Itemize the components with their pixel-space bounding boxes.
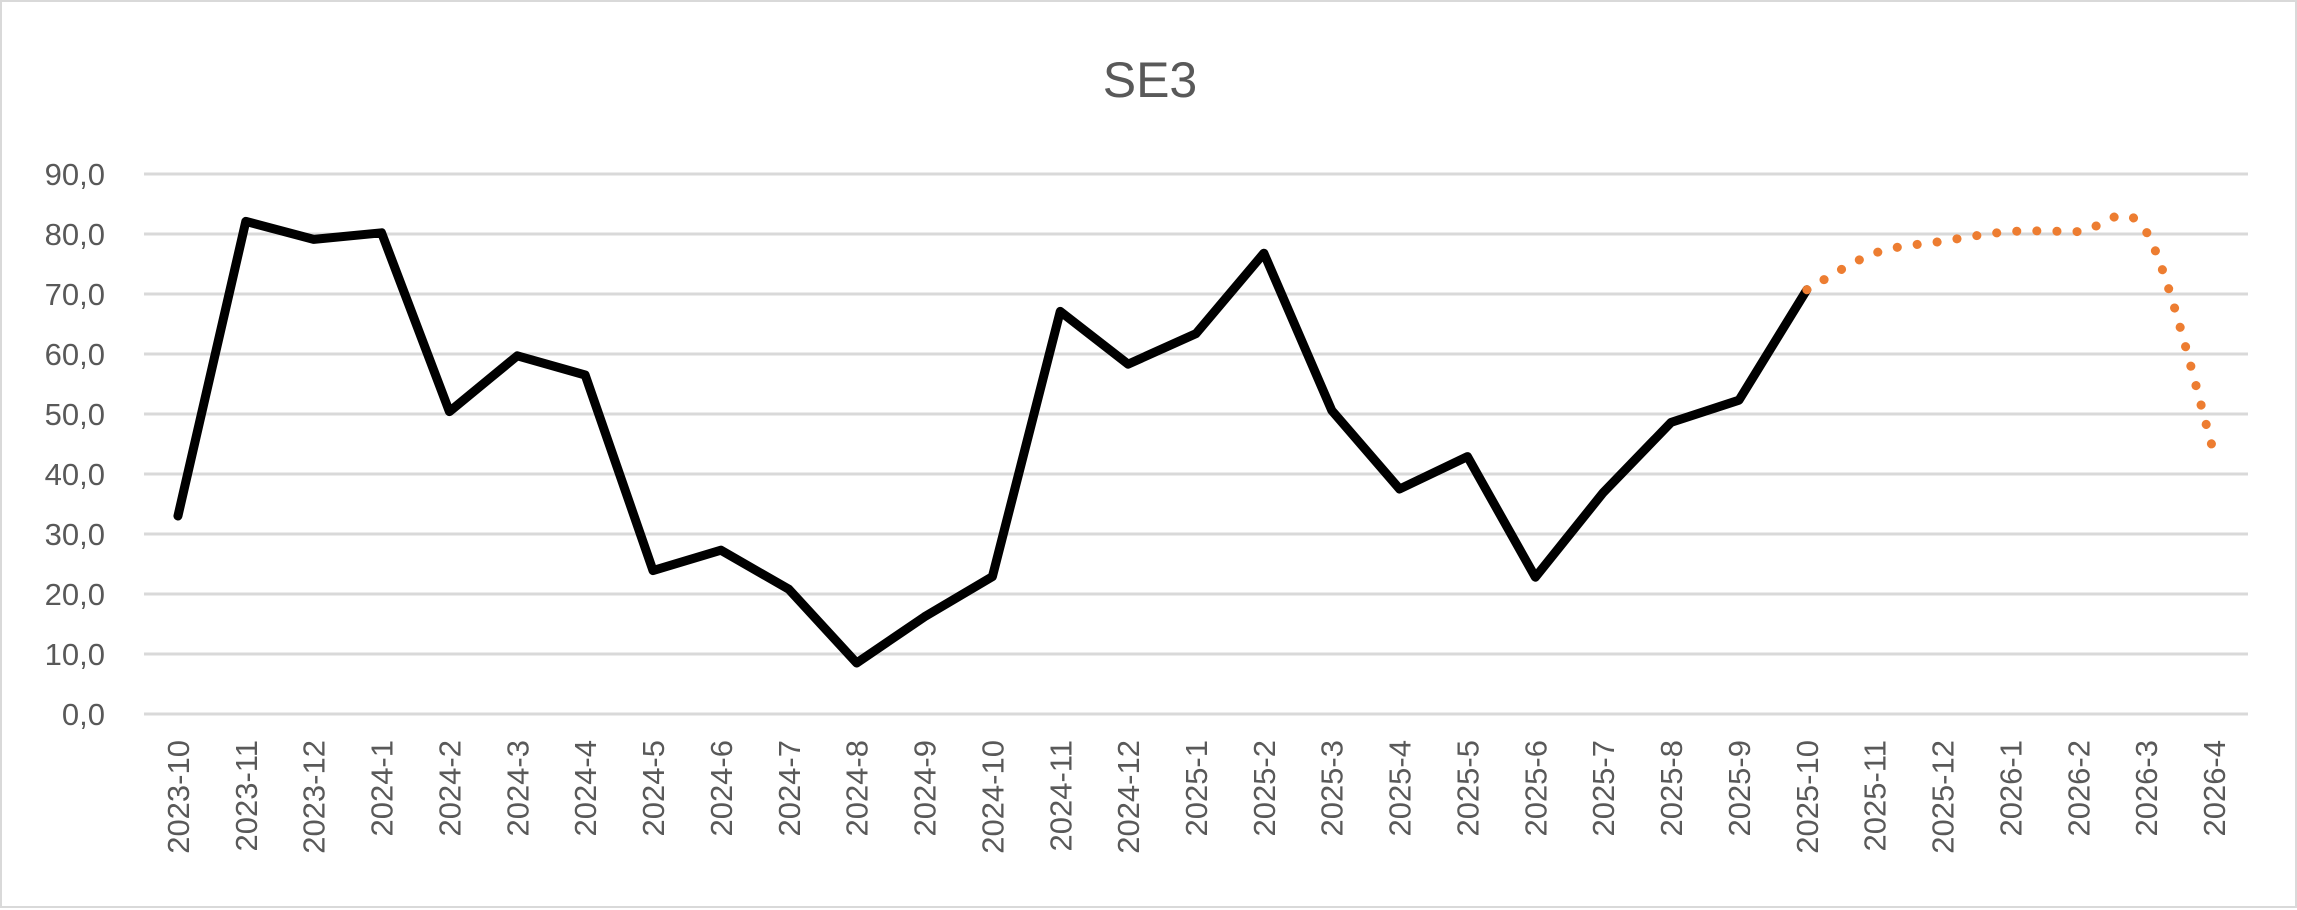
x-axis-labels: 2023-10 2023-11 2023-12 2024-1 2024-2 2024-3 2… [161,740,2232,854]
x-tick-label: 2025-10 [1790,740,1825,854]
y-tick-label: 50,0 [45,397,105,432]
x-tick-label: 2025-5 [1450,740,1485,837]
y-tick-label: 0,0 [62,697,105,732]
x-tick-label: 2025-9 [1722,740,1757,837]
x-tick-label: 2025-11 [1858,740,1893,851]
actual-line [173,216,1812,668]
forecast-line [1802,210,2219,458]
x-tick-label: 2023-10 [161,740,196,854]
x-tick-label: 2025-2 [1247,740,1282,837]
x-tick-label: 2025-3 [1315,740,1350,837]
x-tick-label: 2024-11 [1043,740,1078,851]
x-tick-label: 2024-8 [840,740,875,837]
x-tick-label: 2024-6 [704,740,739,837]
y-tick-label: 30,0 [45,517,105,552]
x-tick-label: 2023-11 [229,740,264,851]
x-tick-label: 2025-12 [1926,740,1961,854]
x-tick-label: 2025-7 [1586,740,1621,837]
y-axis-labels: 0,0 10,0 20,0 30,0 40,0 50,0 60,0 70,0 80,0 90,0 [45,157,105,732]
y-tick-label: 10,0 [45,637,105,672]
y-tick-label: 70,0 [45,277,105,312]
x-tick-label: 2024-12 [1111,740,1146,854]
x-tick-label: 2024-4 [568,740,603,837]
x-tick-label: 2026-3 [2129,740,2164,837]
x-tick-label: 2024-2 [432,740,467,837]
y-tick-label: 40,0 [45,457,105,492]
gridlines [144,172,2248,716]
x-tick-label: 2026-4 [2197,740,2232,837]
x-tick-label: 2024-10 [975,740,1010,854]
x-tick-label: 2024-1 [365,740,400,837]
y-tick-label: 90,0 [45,157,105,192]
chart-title: SE3 [1103,52,1198,108]
y-tick-label: 80,0 [45,217,105,252]
x-tick-label: 2024-7 [772,740,807,837]
y-tick-label: 60,0 [45,337,105,372]
x-tick-label: 2023-12 [297,740,332,854]
x-tick-label: 2026-2 [2061,740,2096,837]
x-tick-label: 2025-6 [1518,740,1553,837]
series-lines [173,210,2219,668]
x-tick-label: 2024-9 [908,740,943,837]
x-tick-label: 2025-8 [1654,740,1689,837]
x-tick-label: 2025-1 [1179,740,1214,837]
y-tick-label: 20,0 [45,577,105,612]
x-tick-label: 2024-5 [636,740,671,837]
x-tick-label: 2024-3 [500,740,535,837]
x-tick-label: 2026-1 [1993,740,2028,837]
x-tick-label: 2025-4 [1383,740,1418,837]
